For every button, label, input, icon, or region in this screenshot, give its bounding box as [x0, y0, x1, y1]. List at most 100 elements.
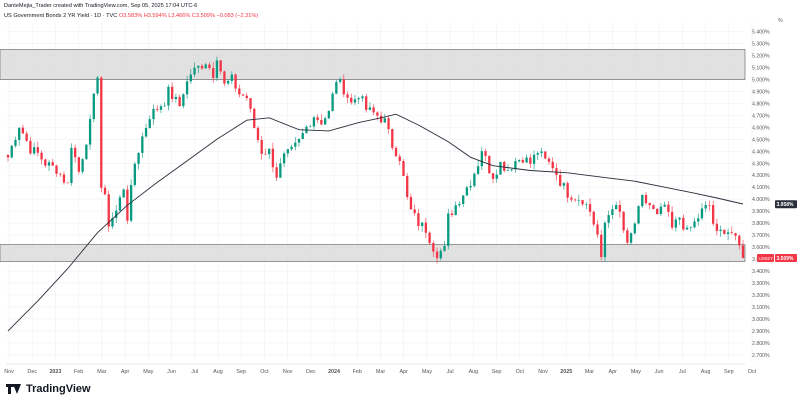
candle-body — [697, 218, 700, 222]
time-tick-label: Sep — [236, 369, 246, 375]
candle-body — [741, 245, 745, 258]
time-tick-label: Aug — [701, 369, 711, 375]
candle-body — [607, 214, 610, 223]
price-tick-label: 2.900% — [752, 329, 770, 335]
candle-body — [499, 161, 502, 175]
candle-body — [648, 203, 651, 206]
candle-body — [74, 147, 77, 158]
candle-body — [133, 163, 137, 185]
candle-body — [96, 77, 99, 94]
candle-body — [484, 151, 487, 156]
time-tick-label: Mar — [376, 369, 385, 375]
candle-body — [596, 224, 599, 235]
candle-body — [21, 127, 25, 134]
time-tick-label: Aug — [213, 369, 223, 375]
candle-body — [420, 222, 424, 227]
candle-body — [264, 153, 267, 155]
price-tick-label: 2.700% — [752, 353, 770, 359]
price-tick-label: 4.300% — [752, 161, 770, 167]
candle-body — [6, 154, 10, 158]
candle-body — [394, 147, 398, 157]
candle-body — [208, 64, 211, 69]
candle-body — [439, 250, 442, 259]
time-tick-label: Mar — [97, 369, 106, 375]
candle-body — [156, 108, 159, 110]
candle-body — [473, 173, 476, 186]
tradingview-brand[interactable]: TradingView — [6, 383, 91, 395]
time-tick-label: Nov — [283, 369, 293, 375]
candle-body — [346, 94, 349, 98]
time-tick-label: May — [631, 369, 641, 375]
time-tick-label: Jul — [191, 369, 198, 375]
candle-body — [32, 147, 36, 154]
candle-body — [159, 106, 163, 110]
candle-body — [633, 223, 636, 234]
candle-body — [514, 161, 517, 170]
candle-body — [92, 93, 95, 120]
candle-body — [708, 205, 711, 206]
candle-body — [443, 245, 446, 251]
candle-body — [480, 151, 483, 167]
candle-body — [469, 185, 472, 188]
candle-body — [282, 153, 286, 164]
candle-body — [100, 77, 103, 188]
candle-body — [174, 96, 178, 100]
candle-body — [588, 204, 592, 212]
candle-body — [335, 81, 338, 94]
candle-body — [59, 173, 62, 175]
candle-body — [637, 206, 640, 224]
candle-body — [342, 79, 345, 95]
candle-body — [212, 68, 215, 78]
price-tick-label: 4.800% — [752, 101, 770, 107]
candle-body — [510, 169, 513, 171]
candle-body — [447, 213, 450, 246]
candle-body — [495, 174, 498, 179]
candle-body — [185, 81, 189, 95]
price-tick-label: 5.000% — [752, 77, 770, 83]
candle-body — [566, 183, 569, 198]
candle-body — [327, 110, 331, 119]
price-tick-label: 3.100% — [752, 305, 770, 311]
candle-body — [234, 74, 237, 89]
price-tick-label: 5.300% — [752, 42, 770, 48]
price-tick-label: 4.200% — [752, 173, 770, 179]
candle-body — [323, 118, 327, 125]
candle-body — [51, 162, 54, 166]
moving-average-line — [7, 113, 744, 332]
candle-body — [55, 165, 58, 174]
candle-body — [122, 189, 125, 198]
candle-body — [230, 74, 234, 81]
price-tick-label: 3.300% — [752, 281, 770, 287]
price-tick-label: 4.100% — [752, 185, 770, 191]
candle-body — [70, 147, 73, 183]
candle-body — [249, 98, 252, 109]
candle-body — [603, 222, 607, 258]
candle-body — [730, 232, 733, 234]
candle-body — [226, 80, 230, 84]
price-badge-value: 3.958% — [777, 202, 795, 208]
candle-body — [663, 204, 666, 207]
candle-body — [667, 204, 670, 212]
tradingview-logo-icon — [6, 384, 22, 394]
candle-body — [219, 60, 222, 72]
candle-body — [182, 94, 185, 107]
candle-body — [238, 88, 241, 95]
candle-body — [585, 204, 588, 205]
price-tick-label: 5.200% — [752, 54, 770, 60]
candle-body — [365, 96, 368, 110]
candle-body — [536, 153, 539, 155]
candle-body — [25, 133, 28, 141]
candle-body — [29, 140, 32, 154]
candle-body — [204, 64, 207, 69]
time-tick-label: Oct — [260, 369, 269, 375]
candle-body — [685, 227, 689, 230]
price-tick-label: 4.000% — [752, 197, 770, 203]
price-tick-label: 3.600% — [752, 245, 770, 251]
candle-body — [316, 117, 319, 120]
chart-byline: DanteMejia_Trader created with TradingVi… — [4, 3, 198, 9]
time-tick-label: Dec — [27, 369, 37, 375]
candle-body — [428, 232, 431, 244]
candle-body — [357, 98, 360, 100]
candle-body — [320, 119, 323, 125]
